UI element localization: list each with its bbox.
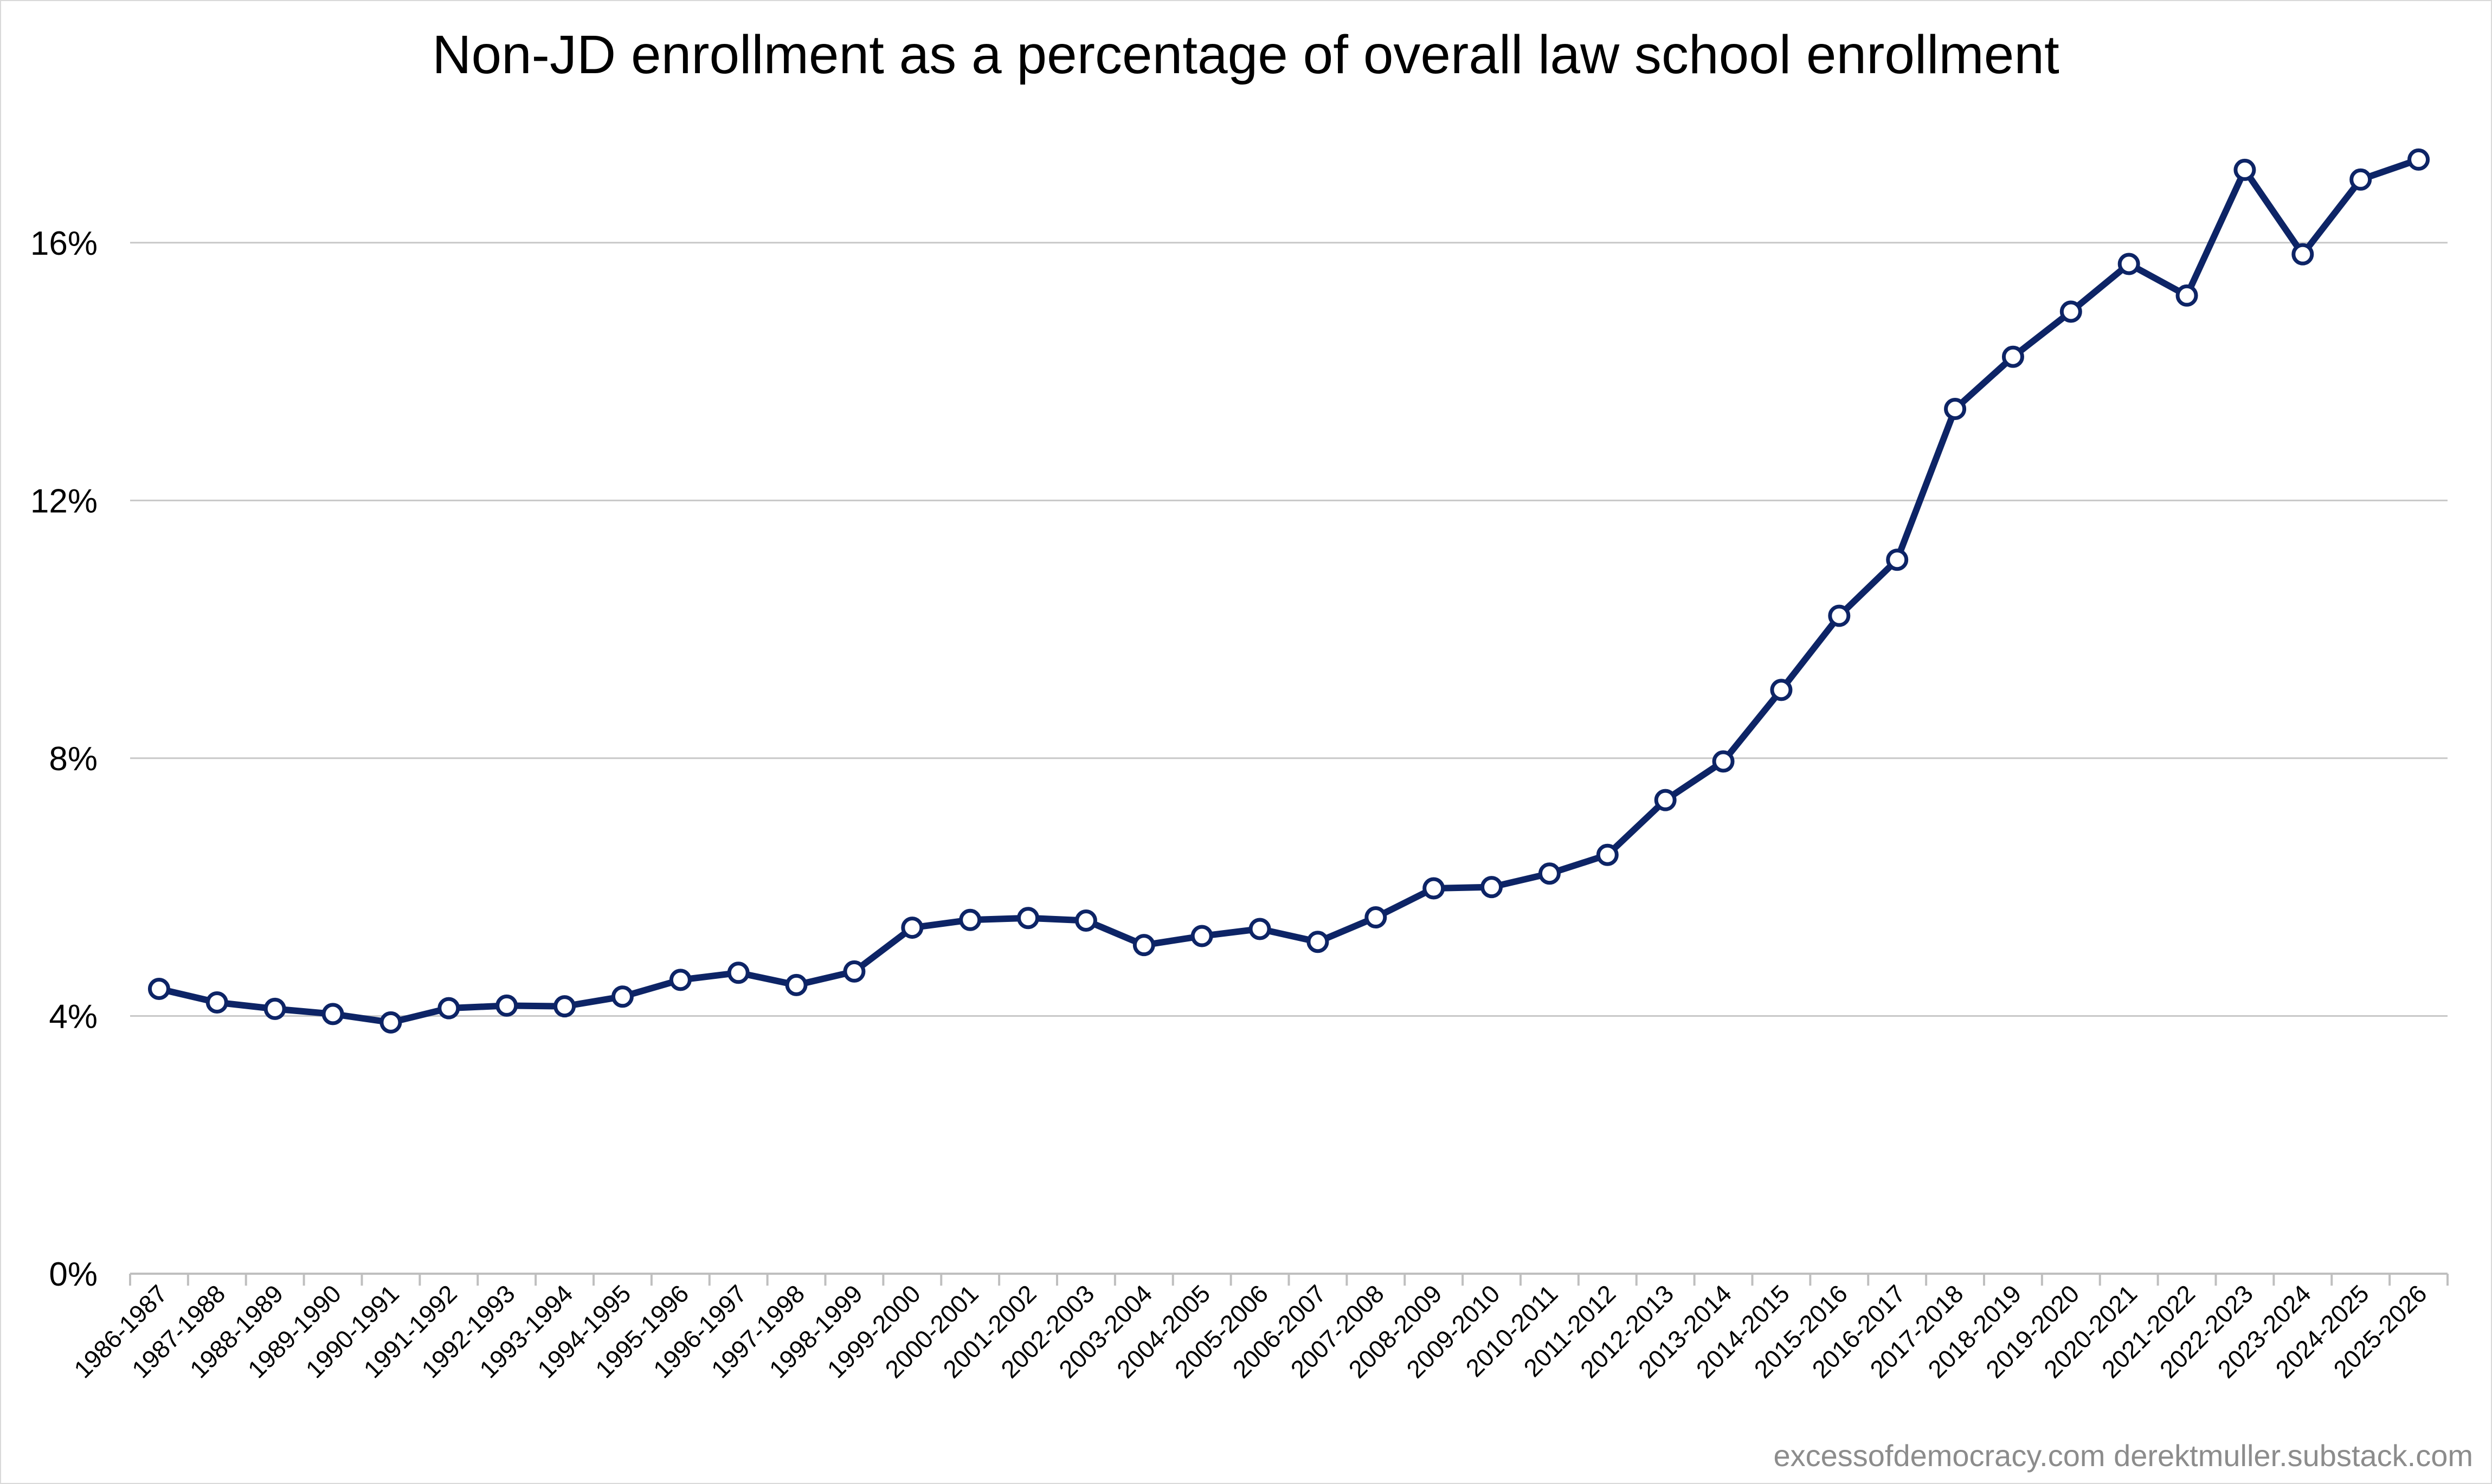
y-tick-label: 16% (30, 225, 98, 262)
data-point (2001, 345, 2024, 368)
data-point (1770, 679, 1793, 701)
data-point (1944, 398, 1967, 421)
y-tick-label: 0% (49, 1256, 98, 1293)
data-point (553, 995, 576, 1018)
y-axis-ticks: 0% 4% 8% 12% 16% (30, 225, 98, 1293)
data-point (1712, 750, 1735, 773)
series-layer (147, 148, 2430, 1034)
data-point (2117, 253, 2140, 275)
data-point (2291, 243, 2314, 266)
data-point (147, 978, 170, 1001)
data-point (1828, 604, 1851, 627)
data-point (669, 969, 692, 991)
data-point (1422, 877, 1445, 900)
series-line (156, 156, 2422, 1026)
data-point (1074, 909, 1097, 932)
data-point (2175, 284, 2198, 307)
data-point (1306, 931, 1329, 953)
data-point (2233, 158, 2256, 181)
data-point (1132, 934, 1155, 957)
data-point (1364, 906, 1387, 929)
data-point (1886, 549, 1909, 571)
data-point (1538, 862, 1561, 885)
data-point (1480, 876, 1503, 899)
data-point (379, 1011, 402, 1034)
data-point (263, 997, 286, 1020)
data-point (1190, 925, 1213, 947)
data-point (1017, 907, 1040, 930)
data-point (1596, 843, 1619, 866)
data-point (205, 991, 228, 1014)
data-point (901, 917, 924, 939)
data-point (2059, 300, 2082, 323)
data-point (1248, 918, 1271, 940)
data-point (2349, 168, 2372, 191)
data-point (727, 962, 750, 984)
chart-title: Non-JD enrollment as a percentage of ove… (432, 24, 2059, 85)
data-point (321, 1003, 344, 1025)
y-tick-label: 12% (30, 482, 98, 520)
data-point (2407, 148, 2430, 171)
y-tick-label: 4% (49, 998, 98, 1035)
data-point (437, 997, 460, 1020)
data-point (843, 960, 866, 983)
credit-text: excessofdemocracy.com derektmuller.subst… (1773, 1438, 2473, 1473)
y-tick-label: 8% (49, 740, 98, 778)
data-point (785, 973, 808, 996)
data-point (495, 994, 518, 1017)
data-point (959, 908, 982, 931)
data-point (1654, 789, 1677, 811)
data-point (611, 985, 634, 1008)
